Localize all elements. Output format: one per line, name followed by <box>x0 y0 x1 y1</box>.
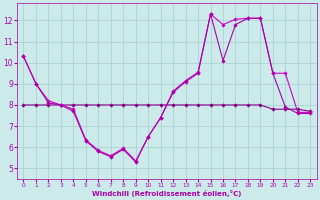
X-axis label: Windchill (Refroidissement éolien,°C): Windchill (Refroidissement éolien,°C) <box>92 190 242 197</box>
